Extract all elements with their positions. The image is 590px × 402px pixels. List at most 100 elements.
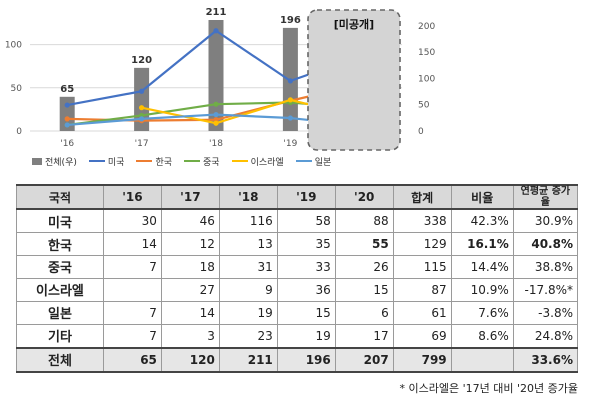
header-year-18: '18	[218, 184, 278, 210]
table-cell: 87	[392, 277, 452, 302]
legend-item-0: 전체(우)	[32, 155, 77, 168]
line-point	[287, 97, 293, 103]
line-point	[287, 78, 293, 84]
line-point	[139, 105, 145, 111]
table-cell: -17.8%*	[512, 277, 579, 302]
line-point	[213, 111, 219, 118]
table-cell: 12	[160, 232, 220, 256]
left-axis-ticks: 0 50 100	[5, 41, 22, 137]
hidden-data-label: [미공개]	[334, 17, 374, 31]
table-cell: 7	[102, 254, 162, 279]
table-cell: 88	[334, 208, 394, 234]
x-tick-label: '17	[135, 139, 149, 149]
line-point	[139, 88, 145, 94]
table-cell: 69	[392, 323, 452, 349]
legend-swatch	[32, 157, 42, 165]
line-point	[213, 28, 219, 34]
table-cell: 14.4%	[450, 254, 514, 279]
legend-swatch	[295, 160, 312, 162]
header-ratio: 비율	[450, 184, 514, 210]
legend-item-1: 미국	[88, 155, 125, 168]
right-tick-label: 100	[418, 74, 435, 84]
table-cell: 16.1%	[450, 232, 514, 256]
right-tick-label: 200	[418, 22, 435, 32]
table-row: 한국 14 12 13 35 55 129 16.1% 40.8%	[16, 232, 579, 256]
table-cell: 7.6%	[450, 300, 514, 325]
legend-swatch	[88, 160, 105, 162]
table-cell: 61	[392, 300, 452, 325]
table-cell: 30.9%	[512, 208, 579, 234]
table-cell: 42.3%	[450, 208, 514, 234]
table-row: 일본 7 14 19 15 6 61 7.6% -3.8%	[16, 300, 579, 325]
table-cell	[450, 346, 514, 374]
table-cell: 116	[218, 208, 278, 234]
table-cell: 40.8%	[512, 232, 579, 256]
line-point	[64, 122, 70, 128]
legend-label: 한국	[155, 157, 172, 168]
table-cell: 24.8%	[512, 323, 579, 349]
right-axis-ticks: 0 50 100 150 200	[418, 22, 435, 137]
table-cell: 17	[334, 323, 394, 349]
right-tick-label: 0	[418, 127, 424, 137]
legend-swatch	[136, 160, 153, 162]
row-label: 기타	[16, 323, 104, 349]
table-cell: 18	[160, 254, 220, 279]
table-cell: 33	[276, 254, 336, 279]
header-total: 합계	[392, 184, 452, 210]
table-cell: 10.9%	[450, 277, 514, 302]
table-row: 전체 65 120 211 196 207 799 33.6%	[16, 346, 579, 374]
table-cell: 26	[334, 254, 394, 279]
table-cell: 14	[102, 232, 162, 256]
header-cagr: 연평균 증가율	[512, 184, 579, 210]
bar-value-label: 211	[206, 7, 227, 18]
header-year-17: '17	[160, 184, 220, 210]
bar-value-label: 196	[280, 15, 301, 26]
table-cell: 196	[276, 346, 336, 374]
legend-label: 미국	[107, 157, 125, 168]
table-cell: 14	[160, 300, 220, 325]
x-tick-label: '19	[283, 139, 297, 149]
table-cell: -3.8%	[512, 300, 579, 325]
table-row: 기타 7 3 23 19 17 69 8.6% 24.8%	[16, 323, 579, 349]
x-tick-label: '18	[209, 139, 223, 149]
table-cell: 6	[334, 300, 394, 325]
table-cell: 33.6%	[512, 346, 579, 374]
table-cell: 36	[276, 277, 336, 302]
header-year-20: '20	[334, 184, 394, 210]
chart-legend: 전체(우) 미국 한국 중국 이스라엘 일본	[32, 153, 382, 169]
table-cell: 19	[276, 323, 336, 349]
table-cell	[102, 277, 162, 302]
table-cell: 7	[102, 323, 162, 349]
legend-swatch	[184, 160, 200, 162]
line-point	[64, 102, 70, 108]
hidden-data-box: [미공개]	[307, 9, 401, 151]
table-cell: 23	[218, 323, 278, 349]
row-label: 한국	[16, 232, 104, 256]
line-point	[213, 101, 219, 107]
legend-item-4: 이스라엘	[231, 155, 284, 168]
left-tick-label: 0	[16, 127, 22, 137]
row-label: 중국	[16, 254, 104, 279]
right-tick-label: 150	[418, 48, 435, 58]
table-cell: 58	[276, 208, 336, 234]
legend-label: 일본	[314, 157, 332, 168]
legend-label: 중국	[203, 157, 220, 168]
table-cell: 115	[392, 254, 452, 279]
table-row: 미국 30 46 116 58 88 338 42.3% 30.9%	[16, 208, 579, 234]
table-cell: 207	[334, 346, 394, 374]
row-label: 미국	[16, 208, 104, 234]
row-label: 전체	[16, 346, 104, 374]
right-tick-label: 50	[418, 101, 430, 111]
table-cell: 15	[276, 300, 336, 325]
stats-table: 국적 '16 '17 '18 '19 '20 합계 비율 연평균 증가율 미국 3…	[16, 184, 579, 374]
table-cell: 211	[218, 346, 278, 374]
left-tick-label: 100	[5, 41, 22, 51]
table-cell: 9	[218, 277, 278, 302]
table-cell: 799	[392, 346, 452, 374]
legend-item-3: 중국	[184, 155, 220, 168]
bar-value-label: 120	[131, 55, 152, 66]
legend-item-5: 일본	[295, 155, 332, 168]
table-cell: 38.8%	[512, 254, 579, 279]
table-cell: 30	[102, 208, 162, 234]
